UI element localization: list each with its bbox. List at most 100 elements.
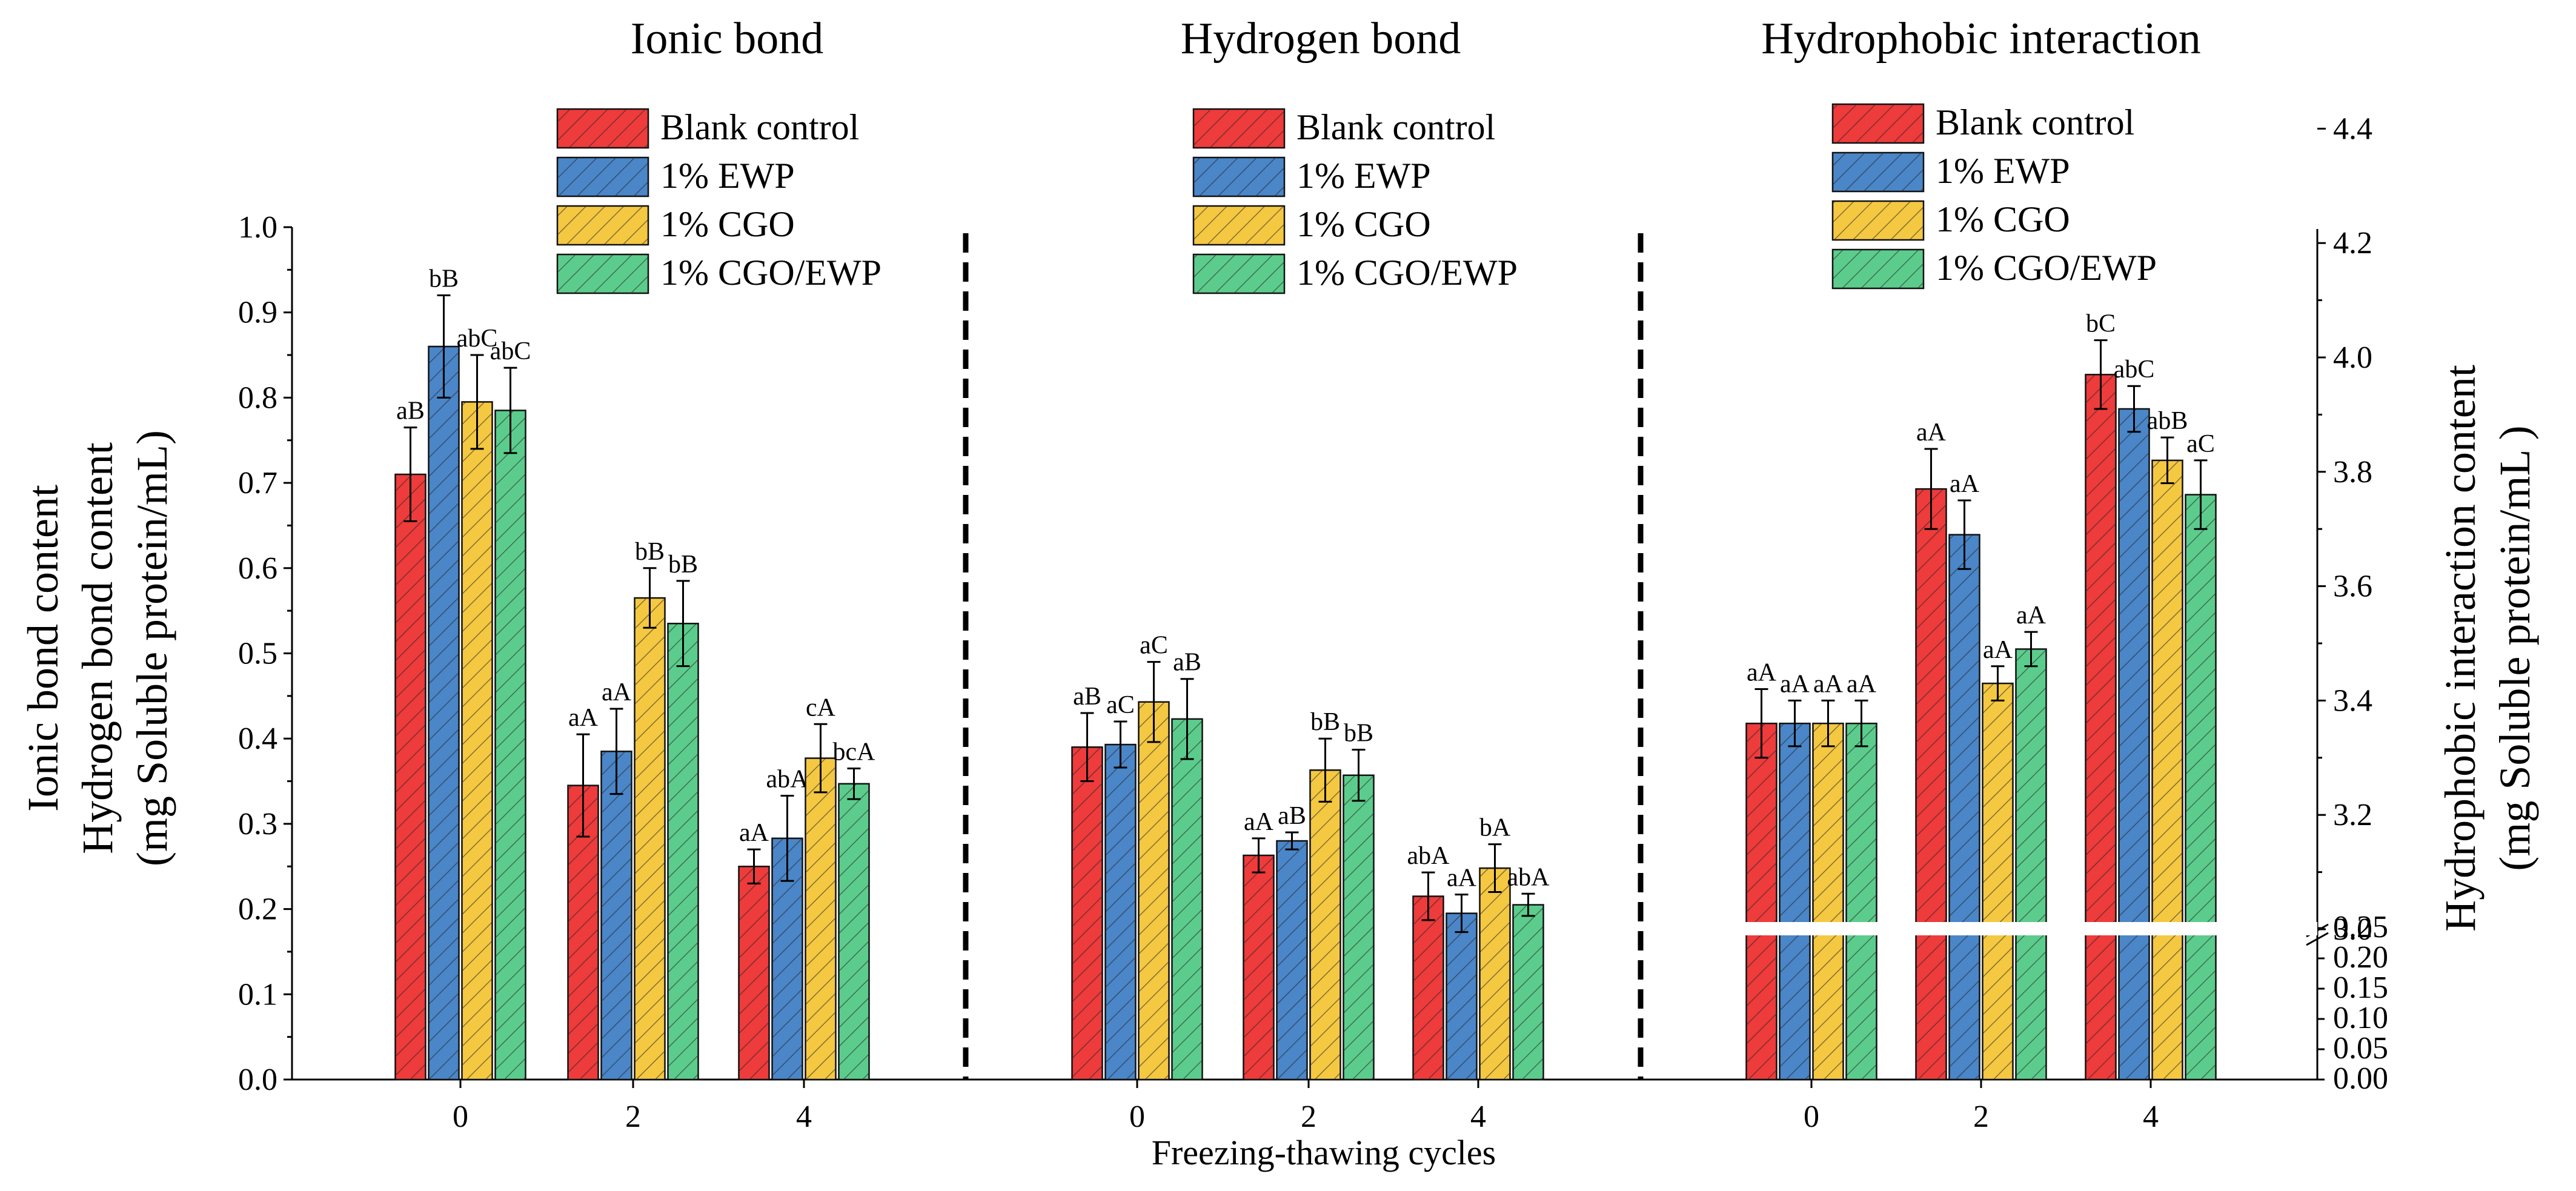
legend-swatch-hatch <box>1193 158 1284 196</box>
panel-title-hydrophobic-interaction: Hydrophobic interaction <box>1761 14 2200 64</box>
bar-hatch <box>1310 770 1341 1080</box>
bar-hatch <box>2152 460 2183 1080</box>
legend-swatch-hatch <box>1833 153 1924 191</box>
panel-title-hydrogen-bond: Hydrogen bond <box>1181 14 1461 64</box>
significance-label: aB <box>1073 683 1101 711</box>
left-axis-title-line-1: Ionic bond content <box>19 485 67 812</box>
right-tick-label: 4.2 <box>2333 226 2372 260</box>
x-tick-label: 4 <box>796 1100 812 1134</box>
significance-label: bB <box>429 265 459 293</box>
legend-swatch-hatch <box>1193 109 1284 148</box>
left-tick-label: 0.1 <box>238 977 277 1012</box>
x-tick-label: 2 <box>1973 1100 1989 1134</box>
legend-swatch-hatch <box>557 158 648 196</box>
bar-hatch <box>428 346 459 1080</box>
panel-title-ionic-bond: Ionic bond <box>631 14 824 64</box>
bar-hatch <box>1343 775 1374 1080</box>
significance-label: aA <box>2016 602 2047 629</box>
significance-label: aC <box>1106 691 1135 719</box>
bar-hatch <box>2185 494 2216 1080</box>
bar-hatch <box>2119 408 2149 1080</box>
significance-label: abA <box>1507 863 1550 891</box>
right-lower-tick-label: 0.20 <box>2333 940 2388 975</box>
significance-label: aA <box>1447 864 1477 892</box>
significance-label: aA <box>1950 470 1980 498</box>
bar-hatch <box>1105 745 1136 1080</box>
bar-hatch <box>1813 723 1844 1080</box>
left-tick-label: 0.2 <box>238 892 277 927</box>
significance-label: abA <box>1407 842 1450 870</box>
bar-hatch <box>2085 374 2116 1080</box>
bar-hatch <box>601 751 632 1080</box>
legend-label: Blank control <box>1296 107 1495 147</box>
bar-hatch <box>1413 896 1444 1080</box>
significance-label: bB <box>668 551 698 579</box>
bar-hatch <box>1779 723 1810 1080</box>
right-axis-title-line-2: (mg Soluble protein/mL ) <box>2491 425 2539 871</box>
right-tick-label: 4.0 <box>2333 340 2372 375</box>
significance-label: aA <box>1983 636 2013 664</box>
legend-label: 1% CGO/EWP <box>1936 248 2157 288</box>
right-tick-label: 3.8 <box>2333 455 2372 489</box>
right-lower-tick-label: 0.05 <box>2333 1031 2388 1066</box>
significance-label: abC <box>490 337 531 365</box>
left-tick-label: 0.0 <box>238 1063 277 1097</box>
significance-label: aB <box>1278 802 1306 830</box>
significance-label: aB <box>1173 649 1201 677</box>
x-tick-label: 4 <box>2143 1100 2159 1134</box>
x-axis-title: Freezing-thawing cycles <box>1152 1133 1496 1172</box>
right-tick-label: 3.6 <box>2333 569 2372 604</box>
significance-label: abB <box>2147 407 2188 435</box>
axis-break-mark <box>2306 932 2329 946</box>
left-axis-title-line-3: (mg Soluble protein/mL) <box>128 430 176 866</box>
bar-hatch <box>739 866 769 1080</box>
significance-label: bB <box>1344 719 1373 747</box>
legend-label: 1% EWP <box>660 156 795 196</box>
significance-label: aA <box>1813 670 1844 698</box>
legend-label: 1% EWP <box>1296 156 1431 196</box>
bar-hatch <box>838 783 869 1080</box>
bar-hatch <box>1172 718 1203 1080</box>
significance-label: bC <box>2086 310 2116 338</box>
significance-label: aA <box>1916 419 1947 446</box>
left-tick-label: 0.9 <box>238 296 277 330</box>
bar-hatch <box>1982 683 2013 1080</box>
bar-hatch <box>634 598 665 1080</box>
left-tick-label: 0.6 <box>238 551 277 586</box>
significance-label: aA <box>1747 659 1777 687</box>
right-axis-title-line-1: Hydrophobic interaction content <box>2436 365 2485 932</box>
significance-label: aA <box>568 704 599 732</box>
right-tick-label: 3.4 <box>2333 683 2372 718</box>
bar-hatch <box>1949 534 1980 1080</box>
significance-label: aC <box>2186 430 2215 458</box>
significance-label: bcA <box>833 738 876 766</box>
legend-swatch-hatch <box>1833 250 1924 288</box>
right-lower-tick-label: 0.25 <box>2333 910 2388 944</box>
legend-swatch-hatch <box>1833 104 1924 143</box>
axis-break-band <box>1681 922 2317 935</box>
significance-label: aA <box>1244 808 1274 836</box>
bar-hatch <box>1746 723 1777 1080</box>
x-tick-label: 0 <box>453 1100 468 1134</box>
legend-swatch-hatch <box>557 254 648 293</box>
right-lower-tick-label: 0.10 <box>2333 1001 2388 1035</box>
bar-hatch <box>1138 702 1169 1080</box>
significance-label: aA <box>602 678 632 706</box>
left-axis-title-line-2: Hydrogen bond content <box>73 442 122 854</box>
significance-label: aA <box>739 819 769 847</box>
x-tick-label: 0 <box>1129 1100 1145 1134</box>
legend-label: 1% CGO/EWP <box>660 253 881 293</box>
significance-label: bB <box>635 538 665 566</box>
significance-label: aA <box>1780 670 1810 698</box>
bar-hatch <box>1479 868 1510 1080</box>
legend-label: 1% CGO <box>660 204 795 244</box>
bar-hatch <box>1072 747 1103 1080</box>
legend-swatch-hatch <box>1193 254 1284 293</box>
legend-swatch-hatch <box>557 206 648 245</box>
significance-label: abC <box>457 325 498 353</box>
significance-label: abC <box>2114 356 2155 383</box>
legend-label: 1% CGO <box>1296 204 1431 244</box>
left-tick-label: 0.8 <box>238 380 277 415</box>
right-tick-label: 3.2 <box>2333 798 2372 832</box>
legend-label: Blank control <box>660 107 859 147</box>
